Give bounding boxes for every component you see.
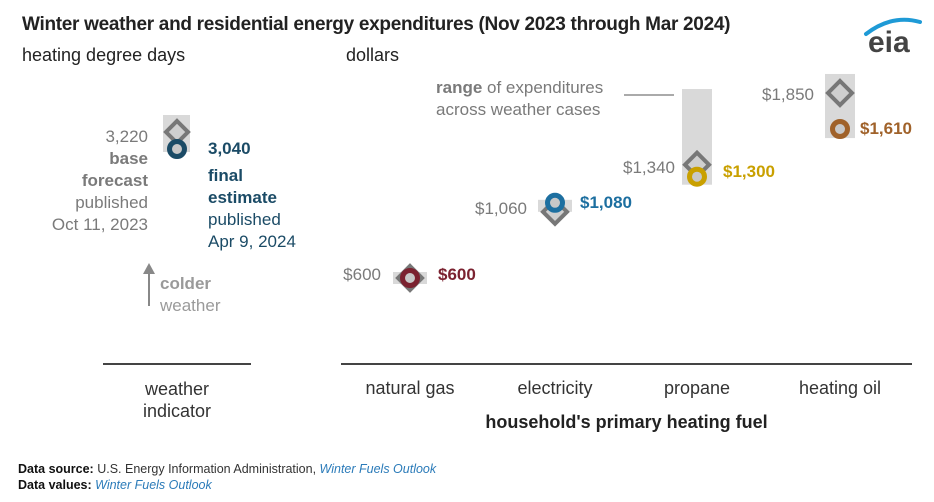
weather-axis-label-line1: weather	[144, 379, 210, 399]
weather-axis-label: weather indicator	[102, 378, 252, 422]
final-marker-propane	[687, 166, 707, 187]
base-value-label-heating-oil: $1,850	[762, 85, 814, 104]
fuel-axis-title: household's primary heating fuel	[485, 412, 768, 432]
final-value-label-electricity: $1,080	[580, 193, 632, 212]
base-value-label-propane: $1,340	[623, 158, 675, 177]
colder-weather-label: colder weather	[160, 273, 220, 317]
range-note-line2: across weather cases	[436, 100, 601, 119]
category-label-electricity: electricity	[517, 378, 593, 398]
data-source-text: U.S. Energy Information Administration,	[93, 462, 320, 476]
final-marker-electricity	[545, 192, 565, 213]
range-note-bold: range	[436, 78, 483, 97]
final-value-label-propane: $1,300	[723, 162, 775, 181]
final-label-line1: final	[208, 166, 243, 185]
data-source-label: Data source:	[18, 462, 94, 476]
data-source-link[interactable]: Winter Fuels Outlook	[319, 462, 437, 476]
colder-arrow-icon	[143, 263, 155, 306]
final-marker-heating-oil	[830, 119, 850, 139]
weather-final-marker	[167, 139, 187, 159]
range-note: range of expenditures across weather cas…	[436, 77, 603, 121]
final-label-line4: Apr 9, 2024	[208, 232, 296, 251]
final-marker-natural-gas	[400, 268, 420, 288]
base-value-label-electricity: $1,060	[475, 199, 527, 218]
base-label-line3: published	[75, 193, 148, 212]
data-values-label: Data values:	[18, 478, 92, 492]
category-label-heating-oil: heating oil	[798, 378, 882, 398]
eia-logo-arc-icon	[864, 17, 922, 36]
data-values-link[interactable]: Winter Fuels Outlook	[95, 478, 212, 492]
base-label-line1: base	[109, 149, 148, 168]
final-hdd-value: 3,040	[208, 139, 251, 158]
range-note-rest: of expenditures	[482, 78, 604, 97]
base-hdd-value: 3,220	[105, 127, 148, 146]
base-marker-heating-oil	[825, 78, 855, 108]
eia-logo: eia	[858, 8, 922, 64]
left-unit-label: heating degree days	[22, 45, 186, 65]
eia-logo-text: eia	[868, 26, 910, 59]
final-label-line3: published	[208, 210, 281, 229]
category-label-natural-gas: natural gas	[365, 378, 455, 398]
colder-label-line1: colder	[160, 274, 212, 293]
base-forecast-label: 3,220 base forecast published Oct 11, 20…	[52, 126, 148, 236]
right-unit-label: dollars	[346, 45, 400, 65]
final-value-label-natural-gas: $600	[438, 265, 476, 284]
weather-axis-label-line2: indicator	[142, 401, 212, 421]
category-label-propane: propane	[663, 378, 731, 398]
data-values-line: Data values: Winter Fuels Outlook	[18, 478, 212, 492]
base-value-label-natural-gas: $600	[343, 265, 381, 284]
final-value-label-heating-oil: $1,610	[860, 119, 912, 138]
base-label-line4: Oct 11, 2023	[51, 215, 148, 234]
colder-label-line2: weather	[160, 296, 221, 315]
final-label-line2: estimate	[208, 188, 277, 207]
final-estimate-label: 3,040 final estimate published Apr 9, 20…	[208, 138, 296, 253]
data-source-line: Data source: U.S. Energy Information Adm…	[18, 462, 436, 476]
base-label-line2: forecast	[81, 171, 148, 190]
chart-title: Winter weather and residential energy ex…	[22, 14, 731, 35]
